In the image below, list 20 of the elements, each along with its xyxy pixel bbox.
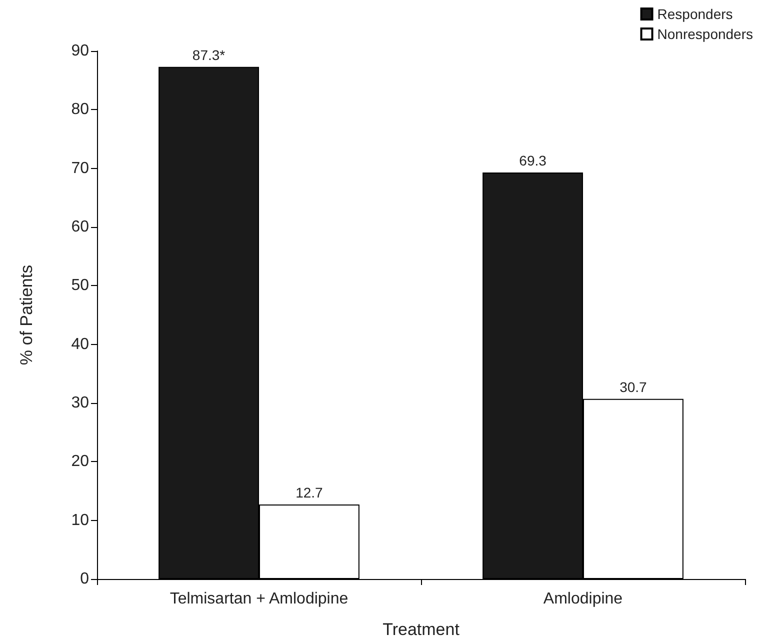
- y-axis-title: % of Patients: [17, 264, 36, 366]
- y-tick-label: 10: [71, 512, 90, 529]
- y-tick-label: 40: [71, 336, 90, 353]
- x-tick-label: Amlodipine: [543, 590, 623, 608]
- data-label: 30.7: [620, 378, 648, 395]
- y-tick-label: 70: [71, 160, 90, 177]
- y-tick-label: 30: [71, 394, 90, 412]
- data-label: 69.3: [519, 152, 547, 168]
- data-label: 87.3*: [192, 46, 226, 63]
- y-tick-label: 80: [71, 101, 90, 118]
- y-tick-label: 90: [71, 42, 90, 60]
- y-tick-label: 50: [71, 277, 90, 294]
- legend-label: Nonresponders: [657, 26, 754, 42]
- legend-label: Responders: [657, 6, 733, 22]
- y-tick-label: 0: [80, 570, 90, 588]
- x-axis-title: Treatment: [382, 620, 460, 639]
- data-label: 12.7: [296, 484, 324, 500]
- x-tick-label: Telmisartan + Amlodipine: [170, 590, 348, 608]
- y-tick-label: 60: [71, 218, 90, 236]
- y-tick-label: 20: [71, 453, 90, 470]
